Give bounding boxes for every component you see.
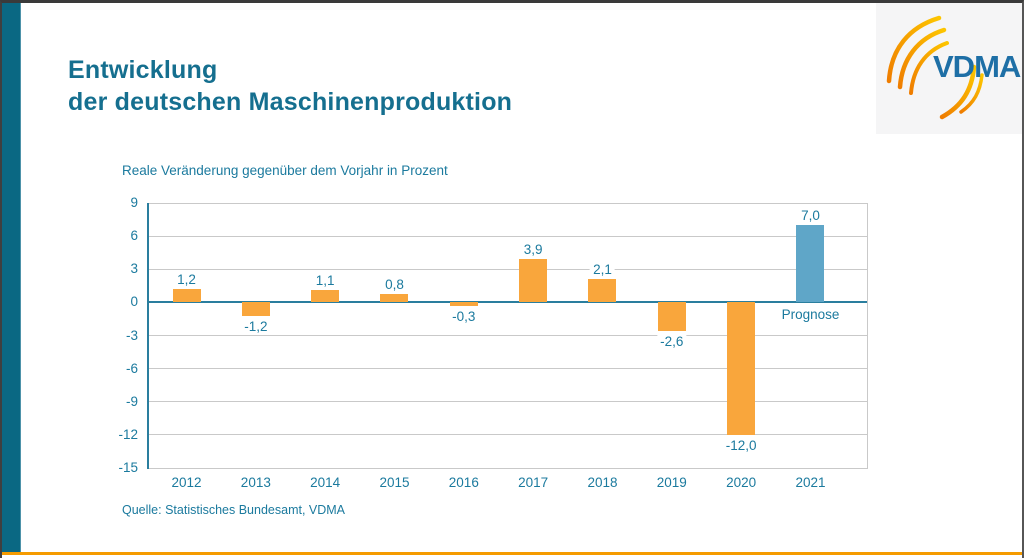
gridline <box>148 202 868 204</box>
bar-2019 <box>657 302 686 332</box>
x-tick-label: 2021 <box>795 475 826 490</box>
bar-2018 <box>588 279 617 303</box>
x-tick-label: 2017 <box>518 475 549 490</box>
slide-title: Entwicklung der deutschen Maschinenprodu… <box>68 55 512 118</box>
x-tick-label: 2020 <box>726 475 757 490</box>
chart-subtitle: Reale Veränderung gegenüber dem Vorjahr … <box>122 163 448 178</box>
bar-value-label: 2,1 <box>590 262 615 278</box>
bar-value-label: 3,9 <box>520 242 546 258</box>
y-tick-label: -9 <box>125 393 138 409</box>
bar-2021 <box>796 225 825 303</box>
prognose-label: Prognose <box>781 307 840 323</box>
x-tick-label: 2014 <box>310 475 341 490</box>
bar-value-label: 7,0 <box>798 208 823 224</box>
gridline <box>148 434 868 436</box>
bottom-accent-bar <box>2 552 1022 555</box>
x-tick-label: 2019 <box>656 475 687 490</box>
y-tick-label: 3 <box>130 261 138 277</box>
source-text: Quelle: Statistisches Bundesamt, VDMA <box>122 503 346 517</box>
bar-2014 <box>311 290 340 303</box>
gridline <box>148 335 868 336</box>
left-accent-bar <box>2 3 21 552</box>
gridline <box>148 235 868 237</box>
bar-2017 <box>519 259 548 303</box>
gridline <box>148 268 868 270</box>
bar-value-label: -12,0 <box>722 437 760 453</box>
slide-title-line1: Entwicklung <box>68 56 218 84</box>
x-tick-label: 2012 <box>171 475 202 490</box>
x-tick-label: 2013 <box>240 475 271 490</box>
bar-2013 <box>241 302 270 316</box>
bar-value-label: 1,2 <box>174 272 199 288</box>
bar-value-label: -0,3 <box>449 308 479 324</box>
zero-line <box>148 301 868 304</box>
y-tick-label: 0 <box>130 294 138 310</box>
vdma-swoosh-icon: VDMA <box>886 15 1021 120</box>
x-tick-label: 2016 <box>448 475 479 490</box>
bar-2020 <box>727 302 756 435</box>
bar-value-label: 1,1 <box>312 273 338 289</box>
bar-value-label: 0,8 <box>382 276 407 292</box>
y-tick-label: -6 <box>125 360 138 376</box>
y-axis-line <box>147 203 149 469</box>
y-tick-label: -15 <box>118 460 138 475</box>
bar-value-label: -2,6 <box>657 334 687 350</box>
chart-plot-area: 9 6 3 0 -3 -6 -9 -12 -15 1,2 2012 -1,2 2013 1,1 2014 0,… <box>118 195 868 490</box>
vdma-logo-text: VDMA <box>933 49 1021 84</box>
y-tick-label: -3 <box>125 327 138 343</box>
bar-value-label: -1,2 <box>241 318 271 334</box>
x-tick-label: 2015 <box>379 475 410 490</box>
vdma-logo: VDMA <box>876 3 1022 134</box>
plot-right-border <box>867 203 868 468</box>
bar-2015 <box>380 293 409 303</box>
y-tick-label: -12 <box>118 426 138 442</box>
gridline <box>148 368 868 370</box>
bar-2016 <box>449 302 478 306</box>
bar-2012 <box>172 289 201 303</box>
gridline <box>148 401 868 403</box>
slide-title-line2: der deutschen Maschinenproduktion <box>68 87 513 116</box>
y-tick-label: 6 <box>130 228 138 244</box>
y-tick-label: 9 <box>130 195 138 210</box>
gridline <box>148 467 868 469</box>
x-tick-label: 2018 <box>587 475 618 490</box>
